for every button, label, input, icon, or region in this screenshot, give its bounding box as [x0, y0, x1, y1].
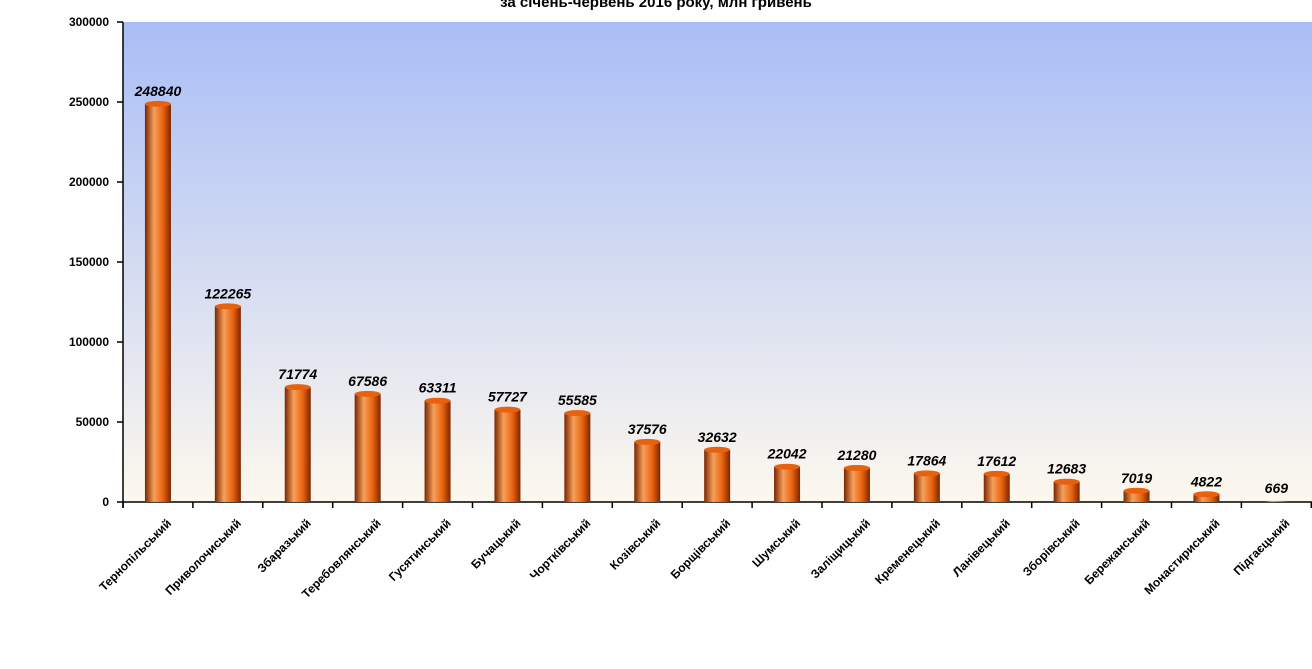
category-label: Шумський — [749, 516, 803, 570]
data-label: 17864 — [907, 452, 946, 468]
category-label: Приволочиський — [162, 516, 243, 597]
bar-top — [1123, 487, 1150, 494]
bar — [704, 449, 731, 502]
data-label: 7019 — [1121, 470, 1152, 486]
bar-top — [144, 100, 171, 107]
y-tick-label: 0 — [102, 495, 109, 509]
category-label: Чортківський — [527, 516, 594, 583]
y-tick-label: 300000 — [69, 15, 109, 29]
bar-top — [424, 397, 451, 404]
data-label: 67586 — [348, 373, 387, 389]
category-label: Ланівецький — [950, 516, 1013, 579]
category-label: Кременецький — [872, 516, 943, 587]
bar — [564, 413, 591, 502]
bar — [1263, 500, 1290, 502]
bar — [774, 466, 801, 502]
category-label: Тернопільський — [96, 516, 174, 594]
category-label: Бережанський — [1082, 516, 1153, 587]
data-labels: 248840 122265 71774 67586 63311 57727 55585 375… — [134, 83, 1289, 496]
y-axis: 0 50000 100000 150000 200000 250000 300000 — [69, 15, 124, 509]
category-label: Козівський — [607, 516, 663, 572]
bar-top — [774, 463, 801, 470]
bar — [214, 306, 241, 502]
bar-top — [1053, 478, 1080, 485]
data-label: 22042 — [767, 446, 807, 462]
data-label: 122265 — [204, 285, 251, 301]
data-label: 37576 — [628, 421, 667, 437]
bar — [634, 441, 661, 502]
bar-top — [494, 406, 521, 413]
bar — [913, 473, 940, 502]
category-label: Збаразький — [255, 516, 314, 575]
bar — [843, 467, 870, 502]
category-label: Заліщицький — [808, 516, 873, 581]
bar-top — [1193, 491, 1220, 498]
bar-top — [704, 446, 731, 453]
bar — [983, 473, 1010, 502]
chart-title: за січень-червень 2016 року, млн гривень — [500, 0, 812, 11]
y-tick-label: 100000 — [69, 335, 109, 349]
bars — [144, 100, 1290, 502]
bar — [144, 103, 171, 502]
bar-top — [284, 384, 311, 391]
category-label: Теребовлянський — [299, 516, 384, 601]
category-label: Гусятинський — [386, 516, 454, 584]
bar-top — [983, 470, 1010, 477]
data-label: 55585 — [558, 392, 597, 408]
data-label: 12683 — [1047, 461, 1086, 477]
data-label: 21280 — [836, 447, 876, 463]
bar — [1193, 494, 1220, 502]
data-label: 17612 — [977, 453, 1016, 469]
y-tick-label: 50000 — [76, 415, 110, 429]
category-label: Бучацький — [468, 516, 523, 571]
bar-top — [634, 438, 661, 445]
bar-top — [354, 390, 381, 397]
y-tick-label: 150000 — [69, 255, 109, 269]
bar — [494, 409, 521, 502]
category-label: Зборівський — [1020, 516, 1083, 579]
x-axis — [122, 501, 1312, 508]
category-label: Борщівський — [668, 516, 734, 582]
bar — [1123, 490, 1150, 502]
y-tick-label: 250000 — [69, 95, 109, 109]
bar-top — [913, 470, 940, 477]
data-label: 4822 — [1190, 473, 1222, 489]
data-label: 248840 — [134, 83, 182, 99]
plot-area — [123, 22, 1312, 502]
bar-top — [214, 303, 241, 310]
y-tick-label: 200000 — [69, 175, 109, 189]
data-label: 57727 — [488, 389, 528, 405]
bar — [284, 387, 311, 502]
bar — [424, 400, 451, 502]
data-label: 71774 — [278, 366, 317, 382]
bar — [1053, 481, 1080, 502]
data-label: 32632 — [698, 429, 737, 445]
category-label: Монастириський — [1141, 516, 1222, 597]
category-label: Підгаєцький — [1231, 516, 1293, 578]
bar-top — [843, 464, 870, 471]
bar — [354, 393, 381, 502]
bar-top — [564, 410, 591, 417]
data-label: 63311 — [419, 380, 457, 396]
data-label: 669 — [1265, 480, 1289, 496]
